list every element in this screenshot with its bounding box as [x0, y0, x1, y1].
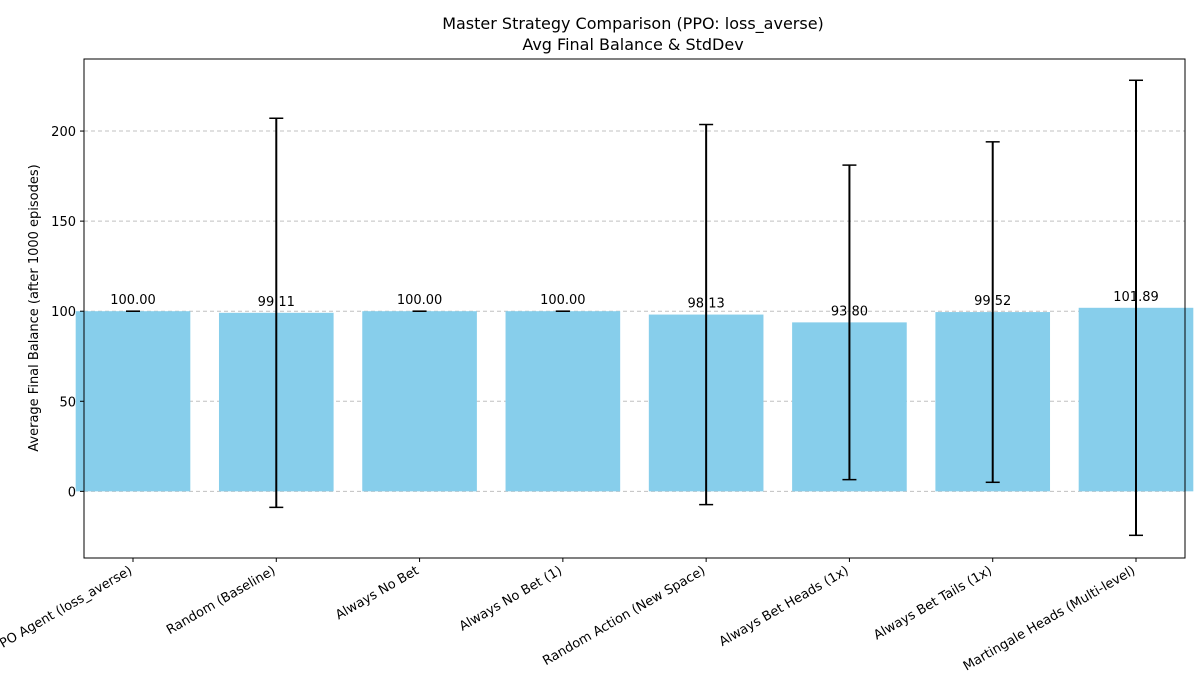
bar-layer	[75, 307, 1194, 492]
bar-value-label: 100.00	[540, 293, 586, 308]
y-tick-label: 50	[59, 395, 76, 410]
x-tick-label: Always Bet Heads (1x)	[717, 563, 852, 649]
x-tick-label: Random Action (New Space)	[540, 563, 708, 669]
y-tick-label: 200	[51, 125, 76, 140]
y-tick-label: 0	[68, 485, 76, 500]
chart-subtitle: Avg Final Balance & StdDev	[522, 35, 743, 54]
bar-value-label: 100.00	[397, 293, 443, 308]
x-tick-label: Always No Bet	[333, 563, 422, 623]
bar-value-label: 99.11	[258, 295, 295, 310]
bar-value-label: 101.89	[1113, 290, 1159, 305]
bar	[362, 311, 477, 492]
bar-value-label: 100.00	[110, 293, 156, 308]
y-tick-label: 150	[51, 215, 76, 230]
plot-frame	[83, 58, 1186, 559]
x-tick-label: PPO Agent (loss_averse)	[0, 563, 135, 655]
x-tick-label: Always No Bet (1)	[457, 563, 565, 634]
error-bar-layer	[126, 79, 1143, 537]
y-axis-label: Average Final Balance (after 1000 episod…	[27, 164, 42, 451]
bar-value-label: 93.80	[831, 304, 868, 319]
bar-value-label: 99.52	[974, 294, 1011, 309]
x-tick-label: Random (Baseline)	[164, 563, 278, 638]
value-label-layer: 100.00 99.11 100.00 100.00 98.13 93.80 99.52 10…	[110, 290, 1159, 320]
bar	[505, 311, 621, 492]
y-tick-label: 100	[51, 305, 76, 320]
chart-title: Master Strategy Comparison (PPO: loss_av…	[442, 14, 824, 34]
bar	[75, 311, 191, 492]
x-tick-label: Always Bet Tails (1x)	[871, 563, 994, 643]
bar-value-label: 98.13	[688, 297, 725, 312]
